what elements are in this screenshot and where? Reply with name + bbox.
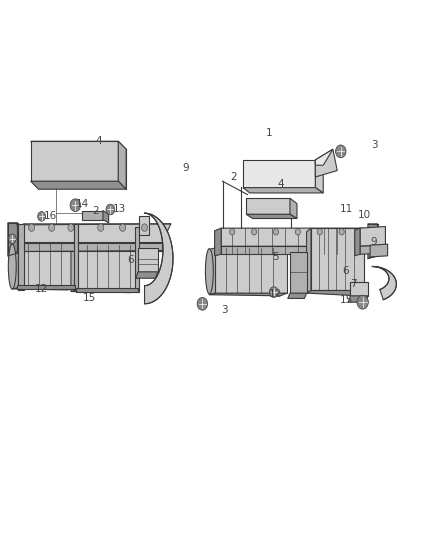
Text: 4: 4: [95, 136, 102, 146]
Polygon shape: [76, 288, 138, 292]
Text: 16: 16: [44, 212, 57, 221]
Text: 6: 6: [127, 255, 134, 265]
Polygon shape: [360, 227, 385, 246]
Polygon shape: [31, 141, 126, 149]
Text: 10: 10: [358, 211, 371, 220]
Polygon shape: [139, 216, 149, 235]
Text: 2: 2: [230, 172, 237, 182]
Polygon shape: [288, 293, 307, 298]
Polygon shape: [82, 211, 103, 220]
Polygon shape: [372, 266, 396, 300]
Polygon shape: [243, 188, 323, 193]
Text: 12: 12: [268, 289, 282, 299]
Polygon shape: [246, 198, 290, 214]
Text: 12: 12: [35, 284, 48, 294]
Polygon shape: [315, 149, 337, 177]
Polygon shape: [74, 224, 78, 290]
Circle shape: [49, 224, 55, 231]
Text: 15: 15: [340, 295, 353, 304]
Polygon shape: [138, 248, 158, 272]
Text: 11: 11: [339, 204, 353, 214]
Polygon shape: [348, 296, 368, 302]
Polygon shape: [8, 223, 18, 256]
Text: 4: 4: [277, 179, 284, 189]
Polygon shape: [135, 227, 139, 292]
Text: 13: 13: [113, 204, 126, 214]
Text: 2: 2: [92, 206, 99, 215]
Polygon shape: [221, 228, 364, 246]
Polygon shape: [24, 224, 171, 243]
Polygon shape: [315, 160, 323, 193]
Polygon shape: [307, 228, 311, 293]
Polygon shape: [368, 224, 378, 259]
Text: 9: 9: [371, 237, 378, 247]
Circle shape: [251, 229, 257, 235]
Circle shape: [230, 229, 235, 235]
Polygon shape: [12, 288, 74, 290]
Polygon shape: [290, 252, 307, 293]
Text: 7: 7: [350, 279, 357, 288]
Polygon shape: [18, 243, 74, 288]
Circle shape: [141, 224, 148, 231]
Circle shape: [106, 204, 115, 215]
Circle shape: [120, 224, 126, 231]
Polygon shape: [215, 248, 287, 293]
Text: 15: 15: [83, 294, 96, 303]
Polygon shape: [350, 282, 368, 296]
Polygon shape: [103, 211, 109, 223]
Polygon shape: [209, 248, 215, 295]
Polygon shape: [315, 149, 333, 165]
Polygon shape: [209, 293, 287, 296]
Circle shape: [269, 287, 278, 297]
Polygon shape: [12, 243, 18, 289]
Ellipse shape: [8, 244, 16, 289]
Polygon shape: [24, 243, 162, 251]
Polygon shape: [31, 181, 126, 189]
Text: 3: 3: [371, 140, 378, 150]
Circle shape: [339, 229, 344, 235]
Polygon shape: [145, 213, 173, 304]
Circle shape: [273, 229, 279, 235]
Polygon shape: [243, 160, 315, 188]
Circle shape: [295, 229, 300, 235]
Polygon shape: [360, 245, 385, 254]
Polygon shape: [307, 290, 364, 296]
Circle shape: [38, 212, 46, 221]
Text: 3: 3: [221, 305, 228, 315]
Polygon shape: [370, 244, 388, 257]
Circle shape: [357, 295, 368, 309]
Circle shape: [28, 224, 35, 231]
Text: 5: 5: [272, 252, 279, 262]
Text: 6: 6: [343, 266, 350, 276]
Polygon shape: [17, 285, 75, 289]
Text: 1: 1: [266, 128, 273, 138]
Circle shape: [336, 145, 346, 158]
Polygon shape: [136, 272, 158, 278]
Circle shape: [70, 199, 81, 212]
Circle shape: [68, 224, 74, 231]
Circle shape: [197, 297, 208, 310]
Polygon shape: [311, 228, 364, 290]
Polygon shape: [71, 245, 77, 292]
Polygon shape: [355, 228, 360, 256]
Ellipse shape: [205, 249, 213, 294]
Polygon shape: [18, 224, 24, 290]
Circle shape: [317, 229, 322, 235]
Polygon shape: [118, 141, 126, 189]
Polygon shape: [31, 141, 118, 181]
Polygon shape: [215, 228, 221, 256]
Polygon shape: [221, 246, 364, 254]
Circle shape: [98, 224, 104, 231]
Polygon shape: [246, 214, 297, 219]
Text: 9: 9: [183, 163, 190, 173]
Circle shape: [8, 234, 16, 244]
Polygon shape: [71, 290, 136, 293]
Polygon shape: [290, 198, 297, 219]
Polygon shape: [77, 245, 136, 290]
Polygon shape: [17, 224, 24, 252]
Text: 14: 14: [76, 199, 89, 208]
